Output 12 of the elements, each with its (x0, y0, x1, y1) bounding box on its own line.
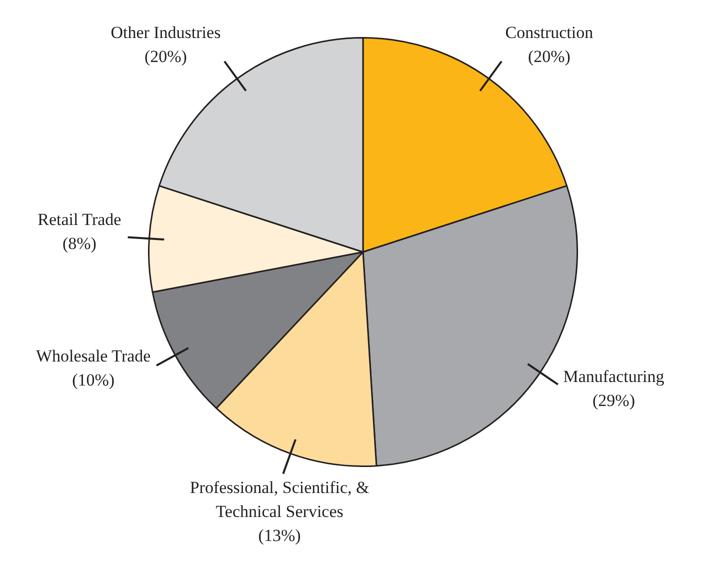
data-label: (29%) (592, 390, 635, 410)
data-label: (8%) (62, 234, 96, 254)
slice-label: Other Industries (110, 23, 221, 42)
slice-label: Retail Trade (38, 210, 122, 230)
data-label: (20%) (144, 47, 187, 66)
slice-label: Wholesale Trade (36, 346, 151, 366)
data-label: (13%) (258, 526, 301, 545)
slice-label: Manufacturing (563, 366, 665, 386)
slice-label: Construction (505, 23, 594, 42)
slice-label: Professional, Scientific, & Technical Services (190, 478, 370, 521)
data-label: (20%) (528, 47, 570, 66)
data-label: (10%) (72, 370, 115, 390)
